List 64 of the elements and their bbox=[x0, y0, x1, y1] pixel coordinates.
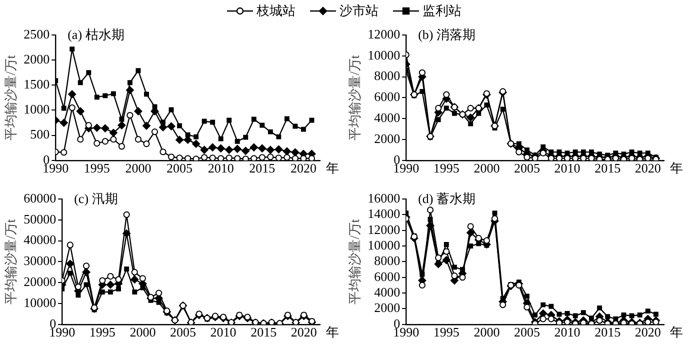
x-tick-label: 2005 bbox=[166, 160, 193, 176]
y-tick-label: 8000 bbox=[374, 68, 400, 84]
y-tick-label: 6000 bbox=[374, 89, 400, 104]
x-tick-label: 2005 bbox=[514, 324, 540, 340]
y-tick-label: 500 bbox=[30, 126, 50, 142]
y-tick-label: 4000 bbox=[374, 110, 400, 126]
y-tick-label: 60000 bbox=[24, 190, 56, 206]
legend-label: 监利站 bbox=[422, 2, 462, 20]
y-tick-label: 16000 bbox=[368, 190, 400, 206]
chart-title: (a) 枯水期 bbox=[68, 26, 124, 42]
x-tick-label: 2015 bbox=[594, 324, 621, 340]
y-tick-label: 2000 bbox=[374, 130, 400, 146]
x-tick-label: 2020 bbox=[634, 160, 661, 176]
x-tick-label: 2015 bbox=[249, 160, 276, 176]
y-tick-label: 2000 bbox=[374, 300, 400, 316]
y-tick-label: 8000 bbox=[374, 253, 400, 268]
x-axis-title: 年 bbox=[326, 324, 339, 340]
y-axis-title: 平均输沙量/万t bbox=[3, 218, 18, 304]
x-axis-title: 年 bbox=[670, 160, 683, 176]
x-tick-label: 2010 bbox=[554, 324, 580, 340]
x-tick-label: 2000 bbox=[474, 160, 500, 176]
x-tick-label: 2015 bbox=[250, 324, 277, 340]
y-tick-label: 1000 bbox=[24, 102, 50, 117]
x-tick-label: 1995 bbox=[89, 324, 116, 340]
y-tick-label: 2000 bbox=[24, 52, 50, 66]
x-tick-label: 2005 bbox=[514, 160, 540, 176]
y-tick-label: 4000 bbox=[374, 284, 400, 300]
y-tick-label: 2500 bbox=[24, 26, 50, 42]
x-tick-label: 2000 bbox=[474, 324, 500, 340]
y-tick-label: 10000 bbox=[24, 294, 56, 310]
x-tick-label: 2010 bbox=[554, 160, 580, 176]
y-axis-title: 平均输沙量/万t bbox=[3, 54, 18, 140]
y-tick-label: 1500 bbox=[24, 76, 50, 92]
x-tick-label: 2015 bbox=[594, 160, 621, 176]
chart-title: (d) 蓄水期 bbox=[418, 190, 476, 206]
y-tick-label: 12000 bbox=[368, 222, 400, 237]
x-tick-label: 1995 bbox=[84, 160, 110, 176]
y-tick-label: 12000 bbox=[368, 26, 400, 42]
y-tick-label: 50000 bbox=[24, 211, 56, 226]
y-tick-label: 40000 bbox=[24, 232, 56, 248]
y-tick-label: 30000 bbox=[24, 253, 56, 268]
y-tick-label: 10000 bbox=[368, 47, 400, 62]
x-tick-label: 2010 bbox=[208, 160, 234, 176]
y-tick-label: 10000 bbox=[368, 237, 400, 252]
x-tick-label: 2020 bbox=[290, 160, 316, 176]
x-tick-label: 2005 bbox=[170, 324, 196, 340]
x-tick-label: 2000 bbox=[130, 324, 156, 340]
legend-label: 沙市站 bbox=[340, 2, 378, 20]
x-tick-label: 2010 bbox=[210, 324, 236, 340]
chart-title: (b) 消落期 bbox=[418, 26, 476, 42]
legend-label: 枝城站 bbox=[256, 2, 296, 20]
x-tick-label: 2000 bbox=[125, 160, 152, 176]
y-axis-title: 平均输沙量/万t bbox=[347, 54, 362, 140]
y-axis-title: 平均输沙量/万t bbox=[347, 218, 362, 304]
x-axis-title: 年 bbox=[670, 324, 683, 340]
y-tick-label: 14000 bbox=[368, 206, 400, 222]
y-tick-label: 6000 bbox=[374, 268, 400, 284]
chart-title: (c) 汛期 bbox=[74, 190, 118, 206]
x-tick-label: 2020 bbox=[290, 324, 317, 340]
x-tick-label: 1995 bbox=[433, 324, 460, 340]
x-tick-label: 1995 bbox=[433, 160, 460, 176]
y-tick-label: 20000 bbox=[24, 274, 56, 290]
x-axis-title: 年 bbox=[326, 160, 339, 176]
x-tick-label: 2020 bbox=[634, 324, 661, 340]
